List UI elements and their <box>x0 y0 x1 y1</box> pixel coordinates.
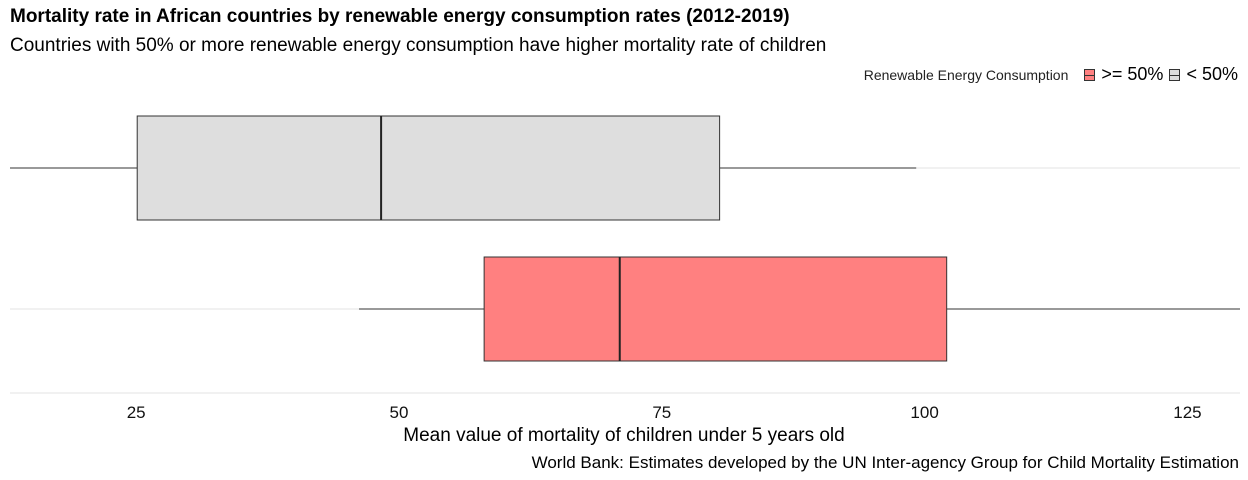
x-tick-label-25: 25 <box>127 403 146 422</box>
legend-key-high <box>1084 68 1096 81</box>
box-high <box>483 256 948 362</box>
chart-caption: World Bank: Estimates developed by the U… <box>531 453 1239 472</box>
legend-label-low: < 50% <box>1186 64 1238 84</box>
x-tick-label-50: 50 <box>390 403 409 422</box>
chart-subtitle: Countries with 50% or more renewable ene… <box>10 35 827 56</box>
legend-entry-low: < 50% <box>1169 64 1238 85</box>
legend-label-high: >= 50% <box>1101 64 1164 84</box>
legend-entry-high: >= 50% <box>1084 64 1163 85</box>
chart-title: Mortality rate in African countries by r… <box>10 6 790 27</box>
legend: Renewable Energy Consumption >= 50% < 50… <box>864 64 1238 85</box>
x-axis-label: Mean value of mortality of children unde… <box>403 425 845 446</box>
legend-key-low <box>1169 68 1181 81</box>
x-tick-label-125: 125 <box>1173 403 1201 422</box>
x-tick-label-100: 100 <box>910 403 938 422</box>
x-tick-label-75: 75 <box>652 403 671 422</box>
box-low <box>136 115 721 221</box>
legend-title: Renewable Energy Consumption <box>863 66 1069 83</box>
